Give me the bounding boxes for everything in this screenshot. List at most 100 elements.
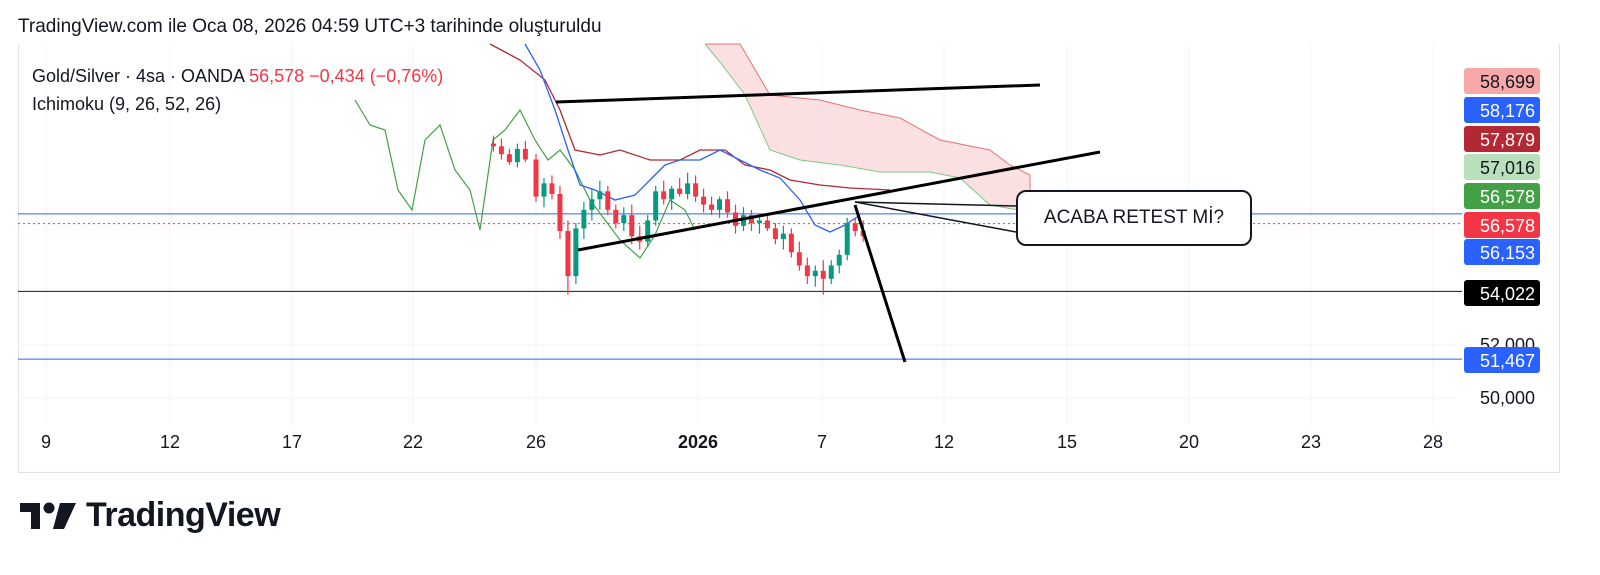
price-tag: 56,578: [1464, 212, 1540, 238]
candle-body: [557, 193, 563, 232]
tradingview-logo-text: TradingView: [86, 496, 281, 534]
price-tag-bg: [1464, 280, 1540, 306]
chikou-line: [354, 99, 696, 259]
price-tag: 54,022: [1464, 280, 1540, 306]
x-tick-label: 9: [41, 432, 51, 452]
upper-trendline: [555, 83, 1041, 104]
candle-body: [573, 228, 579, 277]
candle-body: [581, 209, 587, 229]
candle-body: [498, 146, 504, 155]
candle-body: [844, 223, 850, 255]
candle-body: [565, 231, 571, 277]
candle-body: [788, 233, 794, 253]
candle-body: [725, 199, 731, 213]
price-change: −0,434 (−0,76%): [309, 66, 444, 86]
x-tick-label: 12: [934, 432, 954, 452]
candle-body: [645, 220, 651, 242]
candle-body: [621, 215, 627, 224]
candle-body: [597, 191, 603, 200]
price-tag-label: 58,699: [1480, 72, 1535, 92]
price-tag: 51,467: [1464, 347, 1540, 373]
price-tag: 56,578: [1464, 183, 1540, 209]
candle-body: [685, 183, 691, 194]
candle-body: [717, 199, 723, 210]
price-tag-label: 54,022: [1480, 284, 1535, 304]
price-tag-bg: [1464, 212, 1540, 238]
price-tag-label: 56,153: [1480, 243, 1535, 263]
price-tag: 57,016: [1464, 154, 1540, 180]
ichimoku-lines: [354, 43, 891, 259]
candle-body: [549, 183, 555, 194]
price-tag-bg: [1464, 239, 1540, 265]
price-tag-label: 56,578: [1480, 216, 1535, 236]
candle-body: [661, 191, 667, 200]
candle-body: [613, 209, 619, 224]
y-tick-label: 50,000: [1480, 388, 1535, 408]
price-tag: 58,176: [1464, 97, 1540, 123]
trend-drawings: [555, 83, 1101, 363]
tenkan-line: [524, 43, 861, 233]
candle-body: [852, 223, 858, 232]
candle-body: [780, 233, 786, 239]
candle-body: [701, 196, 707, 205]
price-tag-label: 57,879: [1480, 130, 1535, 150]
last-price: 56,578: [249, 66, 305, 86]
candle-body: [764, 220, 770, 229]
candle-body: [514, 148, 520, 163]
chart-panel[interactable]: [18, 44, 1560, 473]
x-tick-label: 28: [1423, 432, 1443, 452]
candle-body: [693, 183, 699, 197]
price-tag-bg: [1464, 154, 1540, 180]
candle-body: [804, 265, 810, 277]
candle-body: [812, 270, 818, 277]
candle-body: [506, 154, 512, 163]
price-tag-label: 58,176: [1480, 101, 1535, 121]
chart-legend: Gold/Silver · 4sa · OANDA 56,578 −0,434 …: [32, 62, 443, 118]
x-tick-label: 23: [1301, 432, 1321, 452]
candle-body: [605, 191, 611, 210]
callout-note[interactable]: ACABA RETEST Mİ?: [1016, 190, 1252, 246]
candle-body: [796, 252, 802, 266]
price-tag-bg: [1464, 68, 1540, 94]
x-tick-label: 7: [817, 432, 827, 452]
price-tags: 58,699 58,176 57,879 57,016 56,578 56,578 56,1…: [1464, 68, 1540, 373]
candle-body: [522, 148, 528, 160]
legend-symbol-row[interactable]: Gold/Silver · 4sa · OANDA 56,578 −0,434 …: [32, 62, 443, 90]
price-tag: 56,153: [1464, 239, 1540, 265]
price-tag: 58,699: [1464, 68, 1540, 94]
price-tag-bg: [1464, 97, 1540, 123]
candle-body: [828, 265, 834, 279]
indicator-label: Ichimoku (9, 26, 52, 26): [32, 94, 222, 114]
x-tick-label: 12: [160, 432, 180, 452]
candles: [490, 135, 866, 295]
ichimoku-cloud: [704, 43, 1031, 213]
x-tick-label: 22: [403, 432, 423, 452]
candle-body: [756, 220, 762, 224]
callout-pointer: [854, 201, 1017, 233]
symbol-label: Gold/Silver · 4sa · OANDA: [32, 66, 245, 86]
x-tick-label: 20: [1179, 432, 1199, 452]
candle-body: [490, 143, 496, 147]
candle-body: [836, 254, 842, 266]
x-tick-label: 15: [1057, 432, 1077, 452]
candle-body: [629, 215, 635, 237]
price-tag: 57,879: [1464, 126, 1540, 152]
page-title: TradingView.com ile Oca 08, 2026 04:59 U…: [18, 16, 602, 37]
candle-body: [589, 199, 595, 210]
candle-body: [541, 183, 547, 197]
candle-body: [772, 228, 778, 239]
price-tag-label: 51,467: [1480, 351, 1535, 371]
span-a-line: [704, 43, 1031, 213]
cloud-area: [705, 44, 1030, 212]
candle-body: [669, 188, 675, 200]
x-tick-label: 2026: [678, 432, 718, 452]
price-tag-bg: [1464, 347, 1540, 373]
candle-body: [820, 270, 826, 279]
candle-body: [748, 215, 754, 224]
candle-body: [709, 204, 715, 210]
target-projection-line: [853, 204, 907, 363]
candle-body: [533, 159, 539, 197]
legend-indicator-row[interactable]: Ichimoku (9, 26, 52, 26): [32, 90, 443, 118]
tradingview-logo[interactable]: TradingView: [20, 496, 281, 535]
